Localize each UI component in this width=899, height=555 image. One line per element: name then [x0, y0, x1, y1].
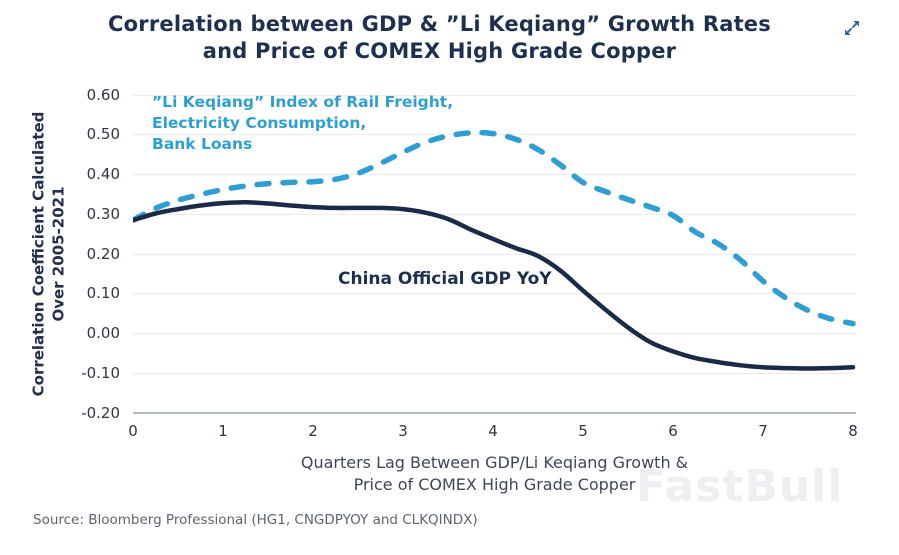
expand-icon[interactable] [841, 17, 863, 39]
y-tick-label: 0.50 [86, 125, 120, 144]
x-tick-label: 4 [488, 422, 498, 440]
legend-li-keqiang-label: ”Li Keqiang” Index of Rail Freight, Elec… [152, 93, 454, 153]
y-tick-label: 0.10 [86, 284, 120, 303]
y-tick-label: -0.20 [81, 403, 120, 422]
fastbull-watermark: FastBull [636, 461, 844, 512]
y-tick-label: 0.60 [86, 85, 120, 104]
x-tick-label: 0 [128, 422, 138, 440]
li-keqiang-line [133, 129, 856, 327]
gridline [133, 213, 856, 215]
gridline [133, 372, 856, 374]
x-axis-title: Quarters Lag Between GDP/Li Keqiang Grow… [300, 453, 689, 494]
chart-title: Correlation between GDP & ”Li Keqiang” G… [108, 12, 771, 63]
gridline [133, 94, 856, 96]
gridline [133, 293, 856, 295]
y-tick-label: 0.30 [86, 204, 120, 223]
gridline [133, 174, 856, 175]
gridline [133, 333, 856, 334]
source-note: Source: Bloomberg Professional (HG1, CNG… [33, 512, 478, 528]
y-tick-label: 0.00 [86, 324, 120, 342]
expand-diagonal-arrows-glyph [845, 21, 859, 35]
y-tick-label: -0.10 [81, 363, 120, 382]
x-tick-label: 6 [668, 422, 678, 440]
x-axis-line [133, 412, 856, 414]
plot-area [133, 129, 856, 371]
legend-gdp-label: China Official GDP YoY [338, 269, 552, 289]
x-tick-label: 2 [308, 422, 318, 440]
x-tick-label: 7 [758, 422, 768, 440]
x-tick-label: 3 [398, 422, 408, 440]
x-tick-label: 1 [218, 422, 228, 440]
gridline [133, 253, 856, 255]
gdp-line [133, 200, 856, 371]
x-tick-label: 8 [848, 422, 858, 440]
y-tick-label: 0.20 [86, 244, 120, 263]
x-tick-label: 5 [578, 422, 588, 440]
y-tick-label: 0.40 [86, 165, 120, 183]
